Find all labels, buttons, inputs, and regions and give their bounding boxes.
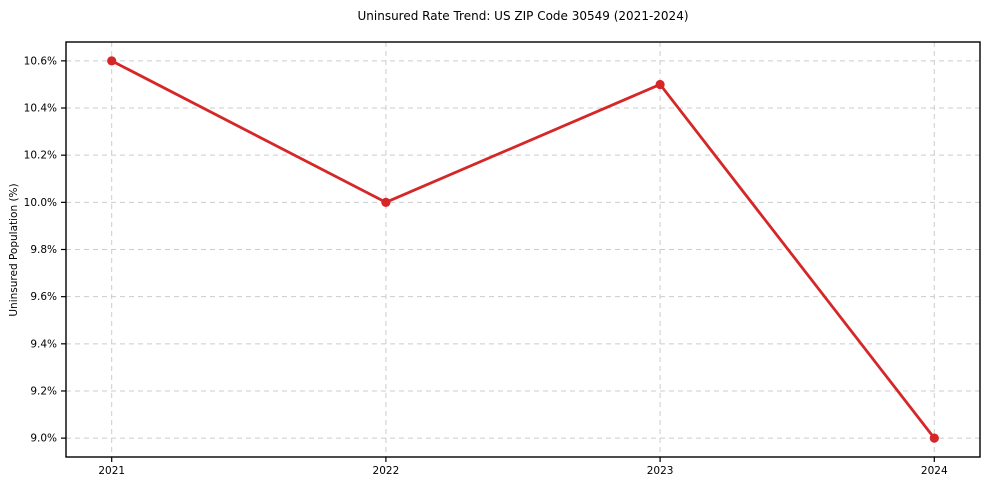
data-point-marker: [107, 56, 117, 66]
y-tick-label: 10.4%: [24, 103, 57, 115]
chart-title: Uninsured Rate Trend: US ZIP Code 30549 …: [357, 9, 689, 23]
y-tick-label: 10.6%: [24, 55, 57, 67]
y-tick-label: 9.8%: [30, 244, 57, 256]
x-tick-label: 2021: [98, 465, 125, 477]
y-tick-label: 10.0%: [24, 197, 57, 209]
x-tick-label: 2022: [373, 465, 400, 477]
y-tick-label: 10.2%: [24, 150, 57, 162]
y-tick-label: 9.0%: [30, 433, 57, 445]
data-point-marker: [655, 79, 665, 90]
x-tick-label: 2024: [921, 465, 948, 477]
plot-background: [66, 42, 980, 457]
y-tick-label: 9.4%: [30, 338, 57, 350]
y-tick-label: 9.2%: [30, 385, 57, 397]
data-point-marker: [381, 197, 391, 207]
y-tick-label: 9.6%: [30, 291, 57, 303]
data-point-marker: [929, 433, 939, 443]
trend-line: [110, 59, 936, 440]
x-tick-label: 2023: [647, 465, 674, 477]
